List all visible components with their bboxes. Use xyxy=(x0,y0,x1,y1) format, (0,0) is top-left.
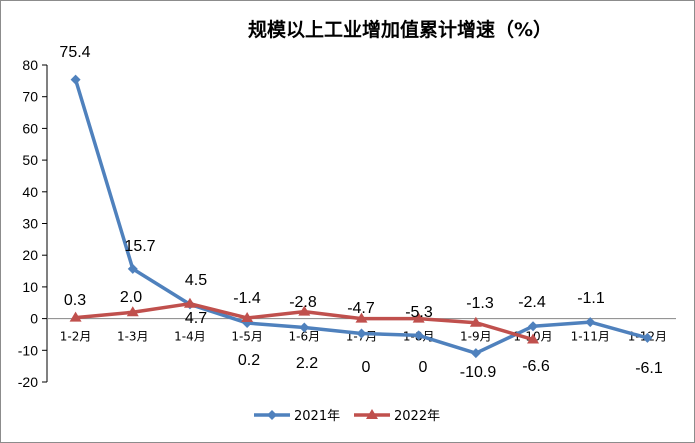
x-tick-label: 1-2月 xyxy=(60,330,92,344)
y-tick-label: 10 xyxy=(22,279,38,295)
data-label-2021: -1.1 xyxy=(577,290,605,307)
data-point-2022 xyxy=(527,333,540,344)
data-label-2021: 4.5 xyxy=(185,272,207,289)
data-label-2021: -10.9 xyxy=(460,364,497,381)
x-tick-label: 1-11月 xyxy=(571,330,610,344)
data-point-2021 xyxy=(127,263,138,274)
data-label-2022: 4.7 xyxy=(185,310,207,327)
data-label-2022: 0 xyxy=(419,359,428,376)
data-point-2022 xyxy=(355,312,368,323)
data-point-2022 xyxy=(241,311,254,322)
data-point-2022 xyxy=(412,312,425,323)
data-label-2022: 0.2 xyxy=(238,352,260,369)
data-point-2022 xyxy=(126,306,139,317)
y-tick-label: -20 xyxy=(18,374,38,390)
data-label-2021: -1.4 xyxy=(233,290,261,307)
data-label-2022: -1.3 xyxy=(466,295,494,312)
data-point-2021 xyxy=(356,328,367,339)
data-label-2021: -6.1 xyxy=(635,360,663,377)
data-point-2021 xyxy=(299,322,310,333)
data-label-2022: 2.0 xyxy=(120,289,142,306)
data-labels: 75.4 15.7 4.5 -1.4 -2.8 -4.7 -5.3 -10.9 -2.4 -1.1… xyxy=(59,44,662,381)
data-label-2021: -4.7 xyxy=(347,300,375,317)
data-point-2022 xyxy=(69,311,82,322)
data-label-2021: -2.8 xyxy=(289,294,317,311)
data-point-2022 xyxy=(183,297,196,308)
data-label-2021: -2.4 xyxy=(518,294,546,311)
legend: 2021年 2022年 xyxy=(254,409,440,424)
data-point-2021 xyxy=(585,317,596,328)
data-point-2021 xyxy=(70,74,81,85)
data-point-2021 xyxy=(470,348,481,359)
data-point-2021 xyxy=(642,332,653,343)
y-tick-label: 50 xyxy=(22,152,38,168)
legend-diamond-icon xyxy=(267,410,277,420)
chart-title: 规模以上工业增加值累计增速（%） xyxy=(248,18,552,41)
y-tick-label: 40 xyxy=(22,184,38,200)
x-tick-label: 1-6月 xyxy=(289,330,321,344)
y-tick-label: 0 xyxy=(30,311,38,327)
data-label-2021: 75.4 xyxy=(59,44,90,61)
legend-label: 2022年 xyxy=(394,409,440,424)
x-tick-label: 1-9月 xyxy=(460,330,492,344)
data-label-2021: -5.3 xyxy=(405,304,433,321)
series-lines xyxy=(69,74,653,359)
data-point-2021 xyxy=(528,321,539,332)
x-tick-label: 1-4月 xyxy=(174,330,206,344)
x-tick-label: 1-5月 xyxy=(231,330,263,344)
data-point-2022 xyxy=(469,316,482,327)
data-label-2022: -6.6 xyxy=(522,358,550,375)
legend-label: 2021年 xyxy=(294,409,340,424)
y-tick-label: 70 xyxy=(22,89,38,105)
x-tick-label: 1-3月 xyxy=(117,330,149,344)
data-label-2022: 0.3 xyxy=(64,292,86,309)
data-point-2022 xyxy=(298,305,311,316)
y-tick-label: -10 xyxy=(18,342,38,358)
data-point-2021 xyxy=(413,330,424,341)
axes: -20 -10 0 10 20 30 40 50 60 70 80 1-2月 1-3月 1-4月 1-5月 1… xyxy=(18,57,676,390)
legend-triangle-icon xyxy=(366,409,378,419)
data-label-2021: 15.7 xyxy=(124,238,155,255)
data-label-2022: 2.2 xyxy=(296,355,318,372)
y-tick-label: 30 xyxy=(22,216,38,232)
y-tick-label: 60 xyxy=(22,120,38,136)
y-tick-label: 20 xyxy=(22,247,38,263)
data-label-2022: 0 xyxy=(362,359,371,376)
y-tick-label: 80 xyxy=(22,57,38,73)
